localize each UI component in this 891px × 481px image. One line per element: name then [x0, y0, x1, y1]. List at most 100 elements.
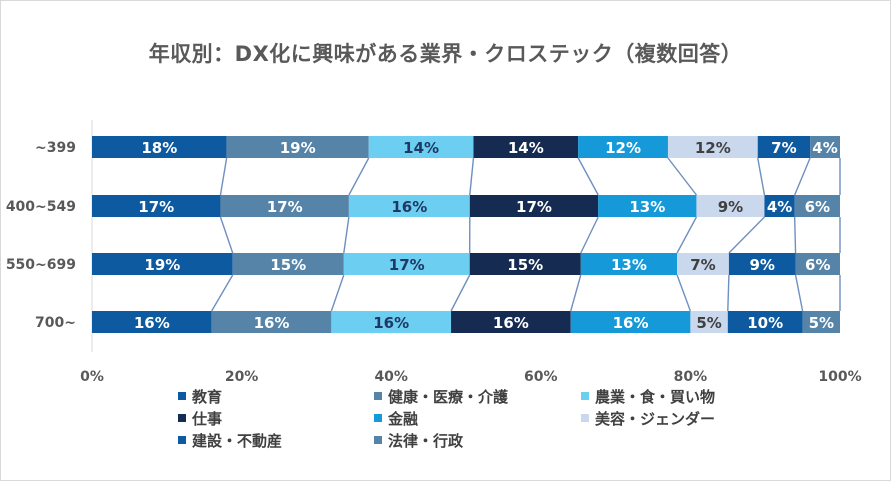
- bar-segment: [368, 136, 474, 158]
- series-line: [676, 216, 698, 254]
- data-label: 9%: [750, 256, 775, 274]
- legend-swatch: [178, 392, 186, 400]
- data-label: 17%: [516, 198, 552, 216]
- data-label: 13%: [629, 198, 665, 216]
- bar-segment: [232, 253, 344, 275]
- legend-item: 法律・行政: [374, 430, 463, 450]
- series-line: [469, 157, 475, 196]
- data-label: 15%: [270, 256, 306, 274]
- data-label: 14%: [508, 139, 544, 157]
- data-label: 16%: [254, 314, 290, 332]
- data-label: 16%: [373, 314, 409, 332]
- legend-swatch: [178, 436, 186, 444]
- series-line: [348, 157, 370, 196]
- legend-label: 金融: [388, 409, 419, 428]
- data-label: 16%: [391, 198, 427, 216]
- legend-swatch: [178, 414, 186, 422]
- data-label: 6%: [805, 256, 830, 274]
- series-line: [727, 274, 730, 312]
- series-line: [330, 274, 345, 312]
- legend-swatch: [581, 414, 589, 422]
- legend-item: 健康・医療・介護: [374, 386, 508, 406]
- data-label: 17%: [389, 256, 425, 274]
- data-label: 5%: [696, 314, 721, 332]
- bar-segment: [331, 311, 452, 333]
- x-tick-label: 20%: [225, 369, 259, 385]
- bar-segment: [469, 253, 581, 275]
- bar-segment: [220, 195, 349, 217]
- x-tick-label: 80%: [674, 369, 708, 385]
- legend-swatch: [374, 436, 382, 444]
- bar-segment: [728, 253, 796, 275]
- category-label: 550~699: [6, 257, 76, 273]
- legend-swatch: [374, 414, 382, 422]
- data-label: 12%: [605, 139, 641, 157]
- series-line: [211, 274, 234, 312]
- legend-item: 農業・食・買い物: [581, 386, 715, 406]
- bar-segment: [757, 136, 811, 158]
- bar-segment: [795, 253, 840, 275]
- data-label: 12%: [695, 139, 731, 157]
- data-label: 17%: [267, 198, 303, 216]
- category-label: ~399: [35, 140, 76, 156]
- data-label: 14%: [403, 139, 439, 157]
- bar-segment: [451, 311, 571, 333]
- legend-label: 法律・行政: [388, 431, 464, 450]
- series-line: [794, 274, 804, 312]
- chart-title: 年収別：DX化に興味がある業界・クロステック（複数回答）: [148, 42, 743, 66]
- data-label: 6%: [805, 198, 830, 216]
- legend-label: 健康・医療・介護: [388, 387, 509, 406]
- bar-segment: [802, 311, 840, 333]
- bar-segment: [473, 136, 579, 158]
- series-line: [793, 216, 797, 254]
- x-tick-label: 40%: [374, 369, 408, 385]
- category-label: 400~549: [6, 199, 76, 215]
- series-line: [794, 157, 811, 196]
- data-label: 19%: [144, 256, 180, 274]
- legend-swatch: [581, 392, 589, 400]
- bar-segment: [469, 195, 599, 217]
- data-label: 5%: [809, 314, 834, 332]
- legend-label: 仕事: [192, 409, 223, 428]
- legend-label: 建設・不動産: [192, 431, 283, 450]
- data-label: 9%: [718, 198, 743, 216]
- legend-item: 金融: [374, 408, 418, 428]
- data-label: 13%: [611, 256, 647, 274]
- series-line: [343, 216, 350, 254]
- series-line: [676, 274, 692, 312]
- legend-label: 美容・ジェンダー: [595, 409, 716, 428]
- series-line: [580, 216, 599, 254]
- bar-segment: [696, 195, 765, 217]
- series-line: [219, 216, 234, 254]
- legend-label: 農業・食・買い物: [595, 387, 716, 406]
- legend-label: 教育: [192, 387, 223, 406]
- bar-segment: [580, 253, 678, 275]
- series-line: [757, 157, 766, 196]
- data-label: 16%: [613, 314, 649, 332]
- data-label: 7%: [690, 256, 715, 274]
- series-line: [570, 274, 582, 312]
- bar-segment: [348, 195, 470, 217]
- bar-segment: [690, 311, 728, 333]
- data-label: 16%: [134, 314, 170, 332]
- bar-segment: [727, 311, 803, 333]
- bar-segment: [92, 311, 212, 333]
- x-tick-label: 100%: [818, 369, 861, 385]
- legend-item: 教育: [178, 386, 222, 406]
- bar-segment: [211, 311, 332, 333]
- bar-segment: [598, 195, 697, 217]
- bar-segment: [677, 253, 729, 275]
- series-line: [728, 216, 765, 254]
- data-label: 7%: [771, 139, 796, 157]
- data-label: 17%: [138, 198, 174, 216]
- series-line: [450, 274, 471, 312]
- data-label: 19%: [280, 139, 316, 157]
- bar-segment: [92, 253, 233, 275]
- bar-segment: [764, 195, 795, 217]
- bar-segment: [570, 311, 691, 333]
- series-line: [219, 157, 228, 196]
- legend-item: 美容・ジェンダー: [581, 408, 715, 428]
- bar-segment: [578, 136, 668, 158]
